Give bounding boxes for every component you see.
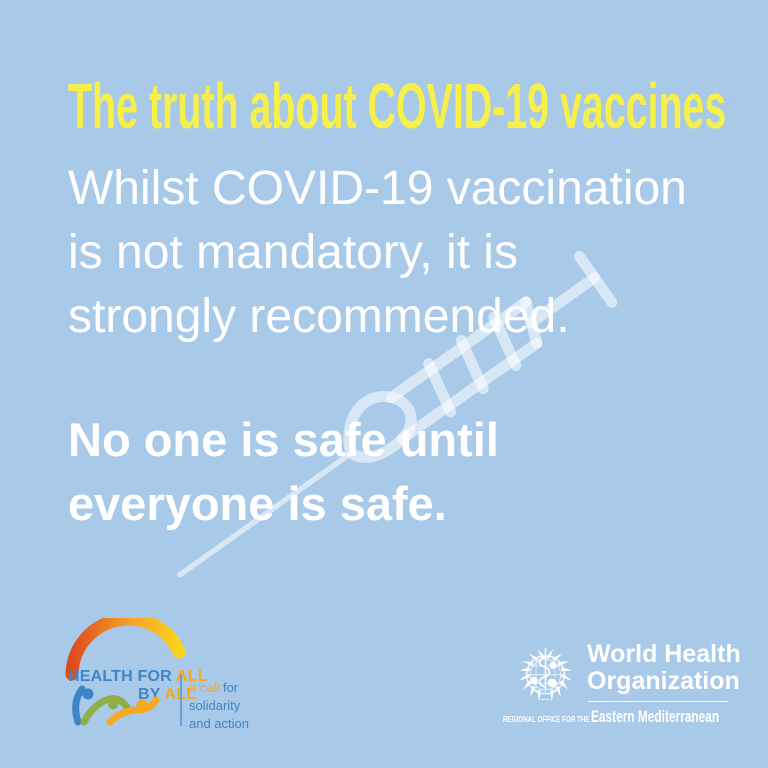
svg-text:and action: and action [189,716,249,731]
svg-text:solidarity: solidarity [189,698,241,713]
svg-text:a call for: a call for [189,680,239,695]
svg-text:HEALTH FOR ALL: HEALTH FOR ALL [68,668,208,685]
svg-text:BY ALL: BY ALL [138,686,196,703]
